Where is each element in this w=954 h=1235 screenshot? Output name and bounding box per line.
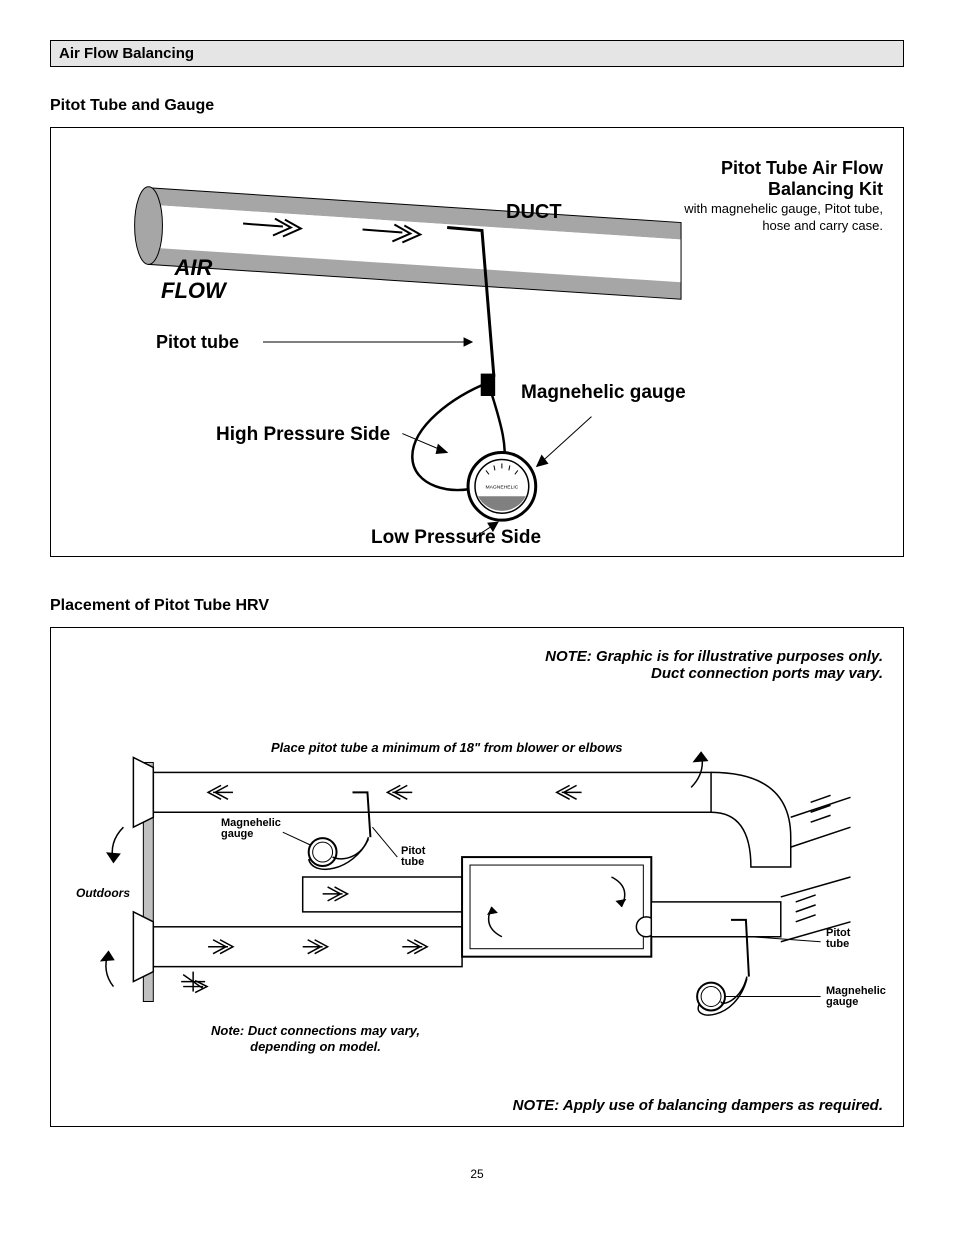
label2-magnehelic-r: Magnehelicgauge — [826, 986, 886, 1008]
label2-pitot-r: Pitottube — [826, 928, 850, 950]
subsection-title-1: Pitot Tube and Gauge — [50, 97, 904, 115]
hrv-box — [462, 857, 656, 957]
note-top-1: NOTE: Graphic is for illustrative purpos… — [383, 648, 883, 665]
diagram2-svg — [51, 628, 903, 1126]
pitot1 — [278, 792, 371, 943]
kit-title-block: Pitot Tube Air Flow Balancing Kit with m… — [663, 158, 883, 234]
label2-outdoors: Outdoors — [76, 886, 130, 900]
gauge-small-text: MAGNEHELIC — [485, 484, 518, 490]
label-airflow: AIR FLOW — [161, 256, 226, 302]
note-bottom: NOTE: Apply use of balancing dampers as … — [283, 1097, 883, 1114]
section-header: Air Flow Balancing — [50, 40, 904, 67]
right-duct — [651, 877, 850, 942]
label-pitot-tube: Pitot tube — [156, 332, 239, 353]
diagram-placement-hrv: NOTE: Graphic is for illustrative purpos… — [50, 627, 904, 1127]
instruction: Place pitot tube a minimum of 18" from b… — [271, 740, 622, 755]
gauge-shape: MAGNEHELIC — [468, 452, 536, 520]
kit-subtitle: with magnehelic gauge, Pitot tube, hose … — [663, 201, 883, 234]
label-magnehelic: Magnehelic gauge — [521, 382, 686, 404]
label-duct: DUCT — [506, 201, 562, 224]
kit-title: Pitot Tube Air Flow Balancing Kit — [663, 158, 883, 199]
note-mid: Note: Duct connections may vary,dependin… — [211, 1023, 420, 1054]
note-top: NOTE: Graphic is for illustrative purpos… — [383, 648, 883, 682]
top-outlet — [133, 757, 153, 827]
subsection-title-2: Placement of Pitot Tube HRV — [50, 597, 904, 615]
label-high-side: High Pressure Side — [216, 424, 390, 446]
note-top-2: Duct connection ports may vary. — [383, 665, 883, 682]
label2-pitot: Pitottube — [401, 846, 425, 868]
page-number: 25 — [50, 1167, 904, 1181]
diagram-pitot-gauge: MAGNEHELIC Pitot Tube Air Flow Balancing… — [50, 127, 904, 557]
label-low-side: Low Pressure Side — [371, 527, 541, 549]
label2-magnehelic: Magnehelicgauge — [221, 818, 281, 840]
section-header-text: Air Flow Balancing — [59, 45, 194, 62]
